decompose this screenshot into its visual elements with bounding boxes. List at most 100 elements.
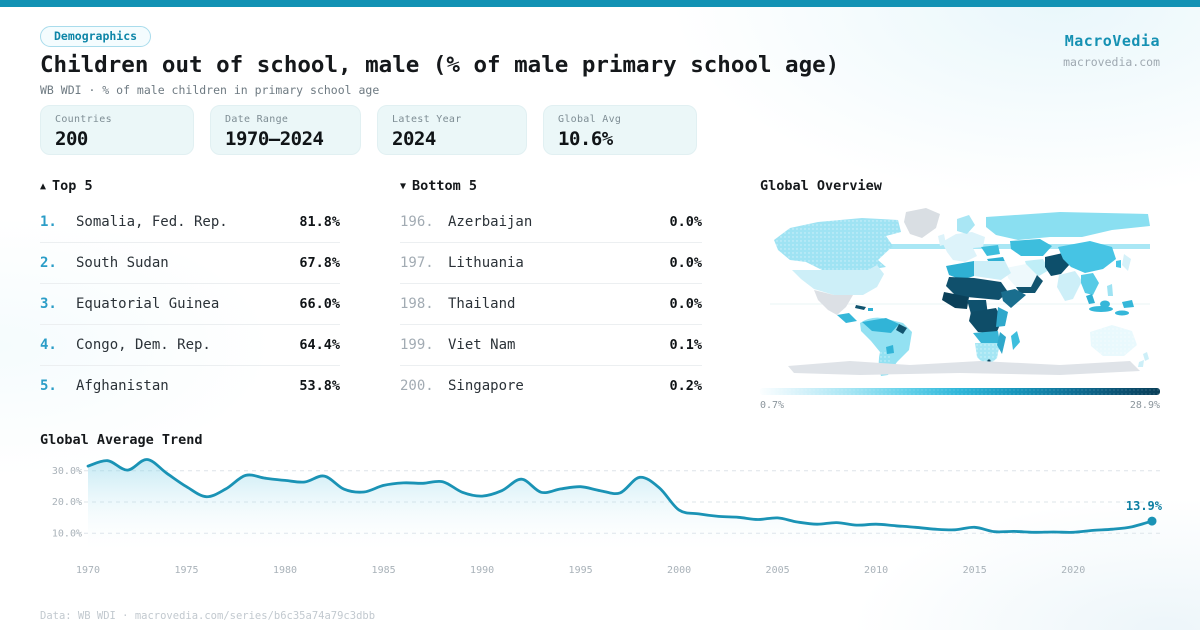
rank: 4. bbox=[40, 337, 57, 353]
list-item: 3. Equatorial Guinea 66.0% bbox=[40, 284, 340, 325]
country-value: 66.0% bbox=[299, 296, 340, 312]
svg-text:1970: 1970 bbox=[76, 565, 100, 576]
stat-card-latest-year: Latest Year 2024 bbox=[377, 105, 527, 155]
brand-url: macrovedia.com bbox=[1063, 55, 1160, 69]
stat-value: 2024 bbox=[392, 128, 436, 150]
list-item: 4. Congo, Dem. Rep. 64.4% bbox=[40, 325, 340, 366]
top5-list: ▲ Top 5 1. Somalia, Fed. Rep. 81.8% 2. South… bbox=[40, 178, 340, 406]
country-value: 64.4% bbox=[299, 337, 340, 353]
svg-text:20.0%: 20.0% bbox=[52, 497, 82, 508]
category-badge: Demographics bbox=[40, 26, 152, 47]
bottom5-list: ▼ Bottom 5 196. Azerbaijan 0.0% 197. Lithuan… bbox=[400, 178, 702, 406]
map-north-america bbox=[774, 218, 901, 323]
svg-text:1980: 1980 bbox=[273, 565, 297, 576]
country-value: 53.8% bbox=[299, 378, 340, 394]
map-europe bbox=[938, 215, 1000, 262]
svg-text:1995: 1995 bbox=[569, 565, 593, 576]
legend-min: 0.7% bbox=[760, 400, 785, 411]
list-item: 199. Viet Nam 0.1% bbox=[400, 325, 702, 366]
trend-title: Global Average Trend bbox=[40, 432, 203, 448]
triangle-up-icon: ▲ bbox=[40, 181, 47, 192]
country-name: Thailand bbox=[448, 296, 516, 312]
list-item: 2. South Sudan 67.8% bbox=[40, 243, 340, 284]
footer-source: Data: WB WDI · macrovedia.com/series/b6c… bbox=[40, 610, 376, 622]
list-item: 1. Somalia, Fed. Rep. 81.8% bbox=[40, 202, 340, 243]
svg-text:2005: 2005 bbox=[766, 565, 790, 576]
stat-label: Latest Year bbox=[392, 114, 462, 125]
country-name: Afghanistan bbox=[76, 378, 169, 394]
stat-cards: Countries 200 Date Range 1970—2024 Lates… bbox=[40, 105, 697, 155]
stat-value: 1970—2024 bbox=[225, 128, 324, 150]
rank: 199. bbox=[400, 337, 434, 353]
stat-label: Date Range bbox=[225, 114, 289, 125]
svg-text:2010: 2010 bbox=[864, 565, 888, 576]
svg-text:1985: 1985 bbox=[372, 565, 396, 576]
svg-text:1975: 1975 bbox=[174, 565, 198, 576]
map-south-america bbox=[860, 317, 912, 376]
map-title: Global Overview bbox=[760, 178, 882, 194]
top5-title: Top 5 bbox=[52, 178, 93, 194]
global-overview-panel: Global Overview bbox=[760, 178, 1160, 411]
bottom5-header: ▼ Bottom 5 bbox=[400, 178, 702, 202]
country-value: 67.8% bbox=[299, 255, 340, 271]
stat-card-date-range: Date Range 1970—2024 bbox=[210, 105, 361, 155]
stat-value: 10.6% bbox=[558, 128, 613, 150]
rank: 197. bbox=[400, 255, 434, 271]
stat-card-countries: Countries 200 bbox=[40, 105, 194, 155]
map-africa bbox=[942, 261, 1026, 367]
map-greenland bbox=[904, 208, 940, 238]
stat-value: 200 bbox=[55, 128, 88, 150]
country-value: 0.2% bbox=[669, 378, 702, 394]
map-oceania bbox=[1090, 300, 1149, 367]
list-item: 5. Afghanistan 53.8% bbox=[40, 366, 340, 406]
svg-text:10.0%: 10.0% bbox=[52, 528, 82, 539]
stat-label: Global Avg bbox=[558, 114, 622, 125]
country-name: South Sudan bbox=[76, 255, 169, 271]
country-name: Somalia, Fed. Rep. bbox=[76, 214, 228, 230]
top-accent-bar bbox=[0, 0, 1200, 7]
rank: 2. bbox=[40, 255, 57, 271]
trend-area-chart: 30.0% 20.0% 10.0% 1970 1975 1980 1985 1990 1995 2… bbox=[52, 458, 1163, 576]
country-value: 0.0% bbox=[669, 214, 702, 230]
list-item: 198. Thailand 0.0% bbox=[400, 284, 702, 325]
triangle-down-icon: ▼ bbox=[400, 181, 407, 192]
country-name: Singapore bbox=[448, 378, 524, 394]
bottom5-title: Bottom 5 bbox=[412, 178, 478, 194]
legend-max: 28.9% bbox=[1129, 400, 1160, 411]
map-antarctica bbox=[788, 361, 1140, 375]
country-value: 0.0% bbox=[669, 255, 702, 271]
country-value: 0.1% bbox=[669, 337, 702, 353]
page-title: Children out of school, male (% of male … bbox=[40, 52, 840, 78]
top5-header: ▲ Top 5 bbox=[40, 178, 340, 202]
list-item: 197. Lithuania 0.0% bbox=[400, 243, 702, 284]
country-name: Viet Nam bbox=[448, 337, 516, 353]
brand-block: MacroVedia macrovedia.com bbox=[1063, 32, 1160, 69]
svg-text:2020: 2020 bbox=[1061, 565, 1085, 576]
rank: 5. bbox=[40, 378, 57, 394]
country-name: Equatorial Guinea bbox=[76, 296, 220, 312]
map-asia bbox=[987, 239, 1131, 316]
country-name: Congo, Dem. Rep. bbox=[76, 337, 211, 353]
svg-text:2015: 2015 bbox=[963, 565, 987, 576]
map-legend-labels: 0.7% 28.9% bbox=[760, 400, 1160, 411]
rank: 3. bbox=[40, 296, 57, 312]
brand-logo: MacroVedia bbox=[1064, 32, 1160, 50]
list-item: 196. Azerbaijan 0.0% bbox=[400, 202, 702, 243]
svg-text:13.9%: 13.9% bbox=[1126, 499, 1163, 513]
map-russia bbox=[986, 212, 1150, 240]
stat-card-global-avg: Global Avg 10.6% bbox=[543, 105, 697, 155]
svg-text:30.0%: 30.0% bbox=[52, 466, 82, 477]
country-name: Azerbaijan bbox=[448, 214, 533, 230]
map-legend-gradient bbox=[760, 388, 1160, 395]
svg-text:1990: 1990 bbox=[470, 565, 494, 576]
stat-label: Countries bbox=[55, 114, 112, 125]
svg-text:2000: 2000 bbox=[667, 565, 691, 576]
country-value: 0.0% bbox=[669, 296, 702, 312]
rank: 1. bbox=[40, 214, 57, 230]
list-item: 200. Singapore 0.2% bbox=[400, 366, 702, 406]
rank: 196. bbox=[400, 214, 434, 230]
country-name: Lithuania bbox=[448, 255, 524, 271]
page-subtitle: WB WDI · % of male children in primary s… bbox=[40, 83, 380, 97]
rank: 198. bbox=[400, 296, 434, 312]
